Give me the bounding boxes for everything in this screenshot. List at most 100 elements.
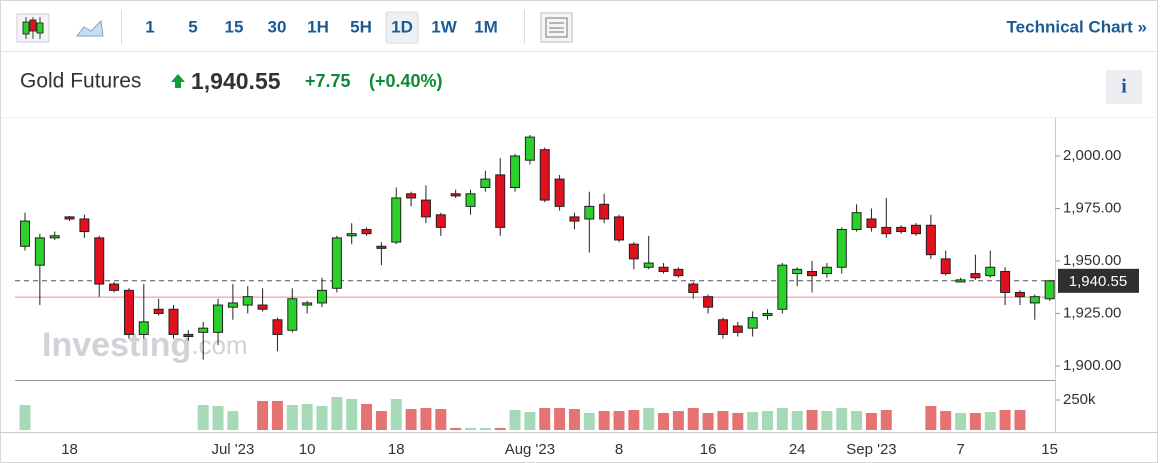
- candle-body: [64, 216, 75, 220]
- volume-bar: [435, 409, 447, 430]
- volume-bar: [940, 411, 952, 430]
- candle-body: [376, 245, 387, 249]
- interval-button[interactable]: 1: [145, 17, 154, 36]
- volume-bar: [598, 411, 610, 430]
- volume-bar: [658, 412, 670, 430]
- y-tick-label: 1,950.00: [1063, 252, 1121, 269]
- candle-body: [138, 321, 149, 335]
- interval-button[interactable]: 1H: [307, 17, 329, 36]
- candle-body: [658, 266, 669, 272]
- volume-bar: [984, 412, 996, 430]
- interval-button[interactable]: 5: [188, 17, 197, 36]
- volume-bar: [880, 409, 892, 430]
- last-price: 1,940.55: [191, 68, 281, 94]
- candle-body: [599, 203, 610, 220]
- x-tick-label: 18: [388, 441, 405, 458]
- candle-body: [435, 214, 446, 228]
- x-tick-label: Sep '23: [846, 441, 896, 458]
- volume-bar: [568, 409, 580, 430]
- info-label[interactable]: i: [1121, 76, 1127, 98]
- volume-bar: [271, 400, 283, 430]
- x-tick-label: 18: [61, 441, 78, 458]
- candle-body: [881, 226, 892, 235]
- candle-body: [317, 289, 327, 304]
- candle-body: [777, 264, 788, 310]
- candle-body: [584, 205, 595, 220]
- volume-bar: [375, 411, 387, 430]
- volume-bar: [509, 409, 521, 430]
- candle-body: [925, 224, 936, 256]
- candle-body: [272, 319, 283, 335]
- up-arrow: [171, 74, 185, 88]
- interval-button[interactable]: 30: [268, 17, 287, 36]
- volume-bar: [494, 427, 506, 430]
- candle-body: [49, 235, 60, 239]
- icon-body: [22, 21, 30, 35]
- settings-icon[interactable]: [540, 12, 573, 43]
- candle-body: [717, 319, 728, 335]
- candle-body: [955, 279, 966, 283]
- x-tick-label: 16: [700, 441, 717, 458]
- volume-bar: [865, 412, 877, 430]
- volume-bar: [821, 411, 833, 430]
- technical-chart-link[interactable]: Technical Chart »: [1007, 17, 1147, 36]
- volume-bar: [212, 406, 224, 430]
- volume-bar: [717, 411, 729, 430]
- candle-body: [554, 178, 565, 207]
- candle-body: [79, 218, 90, 233]
- candle-body: [851, 212, 862, 230]
- candle-body: [168, 308, 179, 335]
- volume-bar: [851, 411, 863, 430]
- candle-body: [420, 199, 431, 218]
- watermark-domain: .com: [191, 330, 247, 360]
- volume-bar: [1014, 409, 1026, 430]
- x-tick-label: 8: [615, 441, 623, 458]
- interval-button[interactable]: 15: [225, 17, 244, 36]
- area-icon[interactable]: [75, 19, 104, 37]
- candle-body: [123, 289, 134, 335]
- volume-bar: [672, 411, 684, 430]
- volume-bar: [390, 399, 402, 430]
- candle-body: [213, 304, 224, 333]
- interval-button[interactable]: 1W: [431, 17, 457, 36]
- icon-body: [36, 22, 44, 34]
- volume-bar: [197, 405, 209, 430]
- candle-body: [20, 220, 30, 247]
- interval-button[interactable]: 5H: [350, 17, 372, 36]
- change-percent: (+0.40%): [369, 71, 443, 91]
- y-tick-label: 1,925.00: [1063, 304, 1121, 321]
- candle-body: [34, 237, 45, 266]
- volume-bar: [539, 408, 551, 430]
- candle-body: [1014, 291, 1025, 298]
- candle-body: [361, 228, 372, 235]
- candle-body: [257, 304, 268, 310]
- candle-body: [94, 237, 105, 285]
- candle-body: [524, 136, 535, 161]
- candle-body: [406, 193, 417, 199]
- candle-body: [643, 262, 654, 268]
- interval-button[interactable]: 1M: [474, 17, 498, 36]
- candle-body: [673, 268, 684, 277]
- interval-buttons: 1 5 15 30 1H 5H 1D 1W 1M: [145, 11, 498, 44]
- candle-icon[interactable]: [16, 13, 50, 43]
- candle-body: [227, 302, 238, 308]
- candle-body: [495, 174, 506, 228]
- volume-bar: [702, 412, 714, 430]
- volume-bar: [316, 406, 328, 430]
- interval-button[interactable]: 1D: [391, 17, 413, 36]
- candle-body: [183, 333, 194, 338]
- volume-bar: [955, 412, 967, 430]
- info-button[interactable]: [1106, 70, 1142, 104]
- x-tick-label: Jul '23: [211, 441, 254, 458]
- candle-body: [450, 193, 461, 197]
- candle-body: [465, 193, 476, 207]
- volume-bar: [405, 409, 417, 430]
- candle-body: [1029, 296, 1040, 304]
- candle-body: [747, 317, 758, 329]
- volume-bar: [554, 408, 566, 430]
- candle-body: [302, 302, 313, 306]
- candle-body: [539, 149, 550, 201]
- volume-bar: [301, 403, 313, 430]
